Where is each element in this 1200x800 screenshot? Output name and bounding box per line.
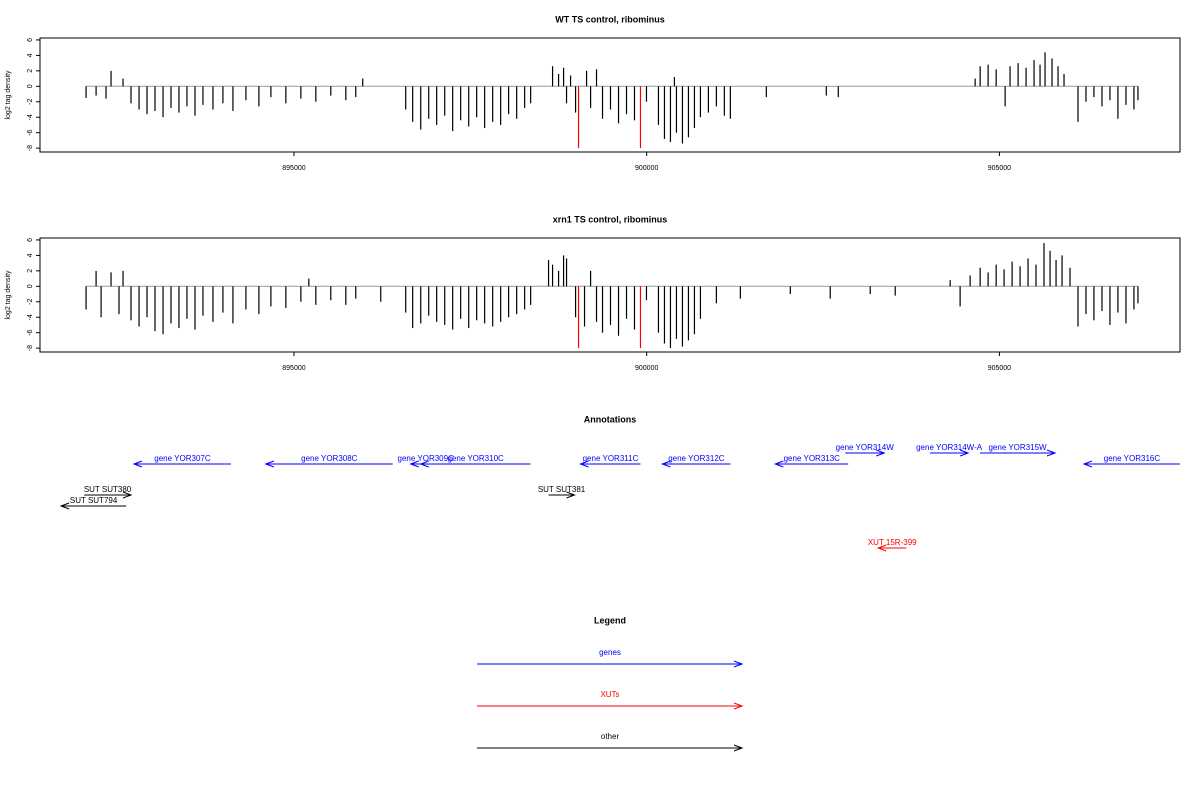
feature-arrow — [1082, 460, 1180, 468]
feature-label: gene YOR309C — [398, 454, 455, 463]
arrow-head — [419, 460, 429, 468]
feature-label: gene YOR312C — [668, 454, 725, 463]
arrow-head — [959, 449, 970, 457]
y-tick-label: 2 — [27, 269, 34, 273]
arrow-head — [773, 460, 784, 468]
y-axis-label: log2 tag density — [5, 270, 12, 320]
y-axis-label: log2 tag density — [5, 70, 12, 120]
arrow-head — [566, 491, 576, 499]
arrow-head — [579, 460, 589, 468]
x-tick-label: 895000 — [282, 365, 305, 372]
y-tick-label: 2 — [27, 69, 34, 73]
feature-arrow — [548, 491, 576, 499]
feature-label: gene YOR310C — [447, 454, 504, 463]
feature-arrow — [845, 449, 886, 457]
arrow-head — [59, 502, 70, 510]
x-tick-label: 900000 — [635, 165, 658, 172]
x-tick-label: 905000 — [988, 365, 1011, 372]
x-tick-label: 895000 — [282, 165, 305, 172]
plot-frame — [39, 37, 1181, 153]
feature-label: gene YOR315W — [988, 443, 1047, 452]
y-tick-label: 0 — [27, 84, 34, 88]
y-tick-label: 6 — [27, 238, 34, 242]
feature-label: gene YOR313C — [784, 454, 841, 463]
legend-label: genes — [599, 648, 621, 657]
feature-label: SUT SUT794 — [70, 496, 118, 505]
arrow-head — [264, 460, 275, 468]
y-tick-label: -8 — [27, 145, 34, 151]
feature-arrow — [876, 544, 907, 552]
y-tick-label: -4 — [27, 114, 34, 120]
feature-label: SUT SUT381 — [538, 485, 586, 494]
feature-label: XUT 15R-399 — [868, 538, 917, 547]
arrow-head — [876, 544, 887, 552]
feature-label: gene YOR314W — [836, 443, 895, 452]
arrow-head — [1046, 449, 1057, 457]
x-tick-label: 905000 — [988, 165, 1011, 172]
x-tick-label: 900000 — [635, 365, 658, 372]
legend-label: other — [601, 732, 620, 741]
y-tick-label: 0 — [27, 284, 34, 288]
feature-label: gene YOR311C — [583, 454, 639, 463]
feature-label: gene YOR316C — [1104, 454, 1161, 463]
plot-frame — [39, 237, 1181, 353]
arrow-head — [660, 460, 671, 468]
feature-label: gene YOR314W-A — [916, 443, 983, 452]
chart-title: WT TS control, ribominus — [555, 14, 665, 24]
feature-label: SUT SUT380 — [84, 485, 132, 494]
arrow-head — [409, 460, 419, 468]
feature-arrow — [419, 460, 531, 468]
y-tick-label: -2 — [27, 99, 34, 105]
y-tick-label: -2 — [27, 299, 34, 305]
feature-arrow — [59, 502, 127, 510]
feature-label: gene YOR307C — [154, 454, 211, 463]
feature-label: gene YOR308C — [301, 454, 358, 463]
y-tick-label: -6 — [27, 129, 34, 135]
arrow-head — [122, 491, 133, 499]
feature-arrow — [84, 491, 133, 499]
arrow-head — [876, 449, 886, 457]
legend-label: XUTs — [600, 690, 619, 699]
feature-arrow — [930, 449, 970, 457]
feature-arrow — [773, 460, 849, 468]
legend-arrow — [477, 702, 744, 710]
arrow-head — [733, 744, 744, 752]
feature-arrow — [264, 460, 393, 468]
chart-title: xrn1 TS control, ribominus — [553, 214, 668, 224]
feature-arrow — [579, 460, 641, 468]
arrow-head — [733, 660, 744, 668]
y-tick-label: 4 — [27, 253, 34, 257]
feature-arrow — [980, 449, 1057, 457]
arrow-head — [1082, 460, 1093, 468]
feature-arrow — [660, 460, 731, 468]
feature-arrow — [132, 460, 231, 468]
y-tick-label: 4 — [27, 53, 34, 57]
arrow-head — [733, 702, 744, 710]
y-tick-label: 6 — [27, 38, 34, 42]
y-tick-label: -8 — [27, 345, 34, 351]
y-tick-label: -4 — [27, 314, 34, 320]
legend-arrow — [477, 660, 744, 668]
arrow-head — [132, 460, 143, 468]
y-tick-label: -6 — [27, 329, 34, 335]
legend-title: Legend — [594, 615, 626, 625]
annotations-title: Annotations — [584, 414, 637, 424]
legend-arrow — [477, 744, 744, 752]
